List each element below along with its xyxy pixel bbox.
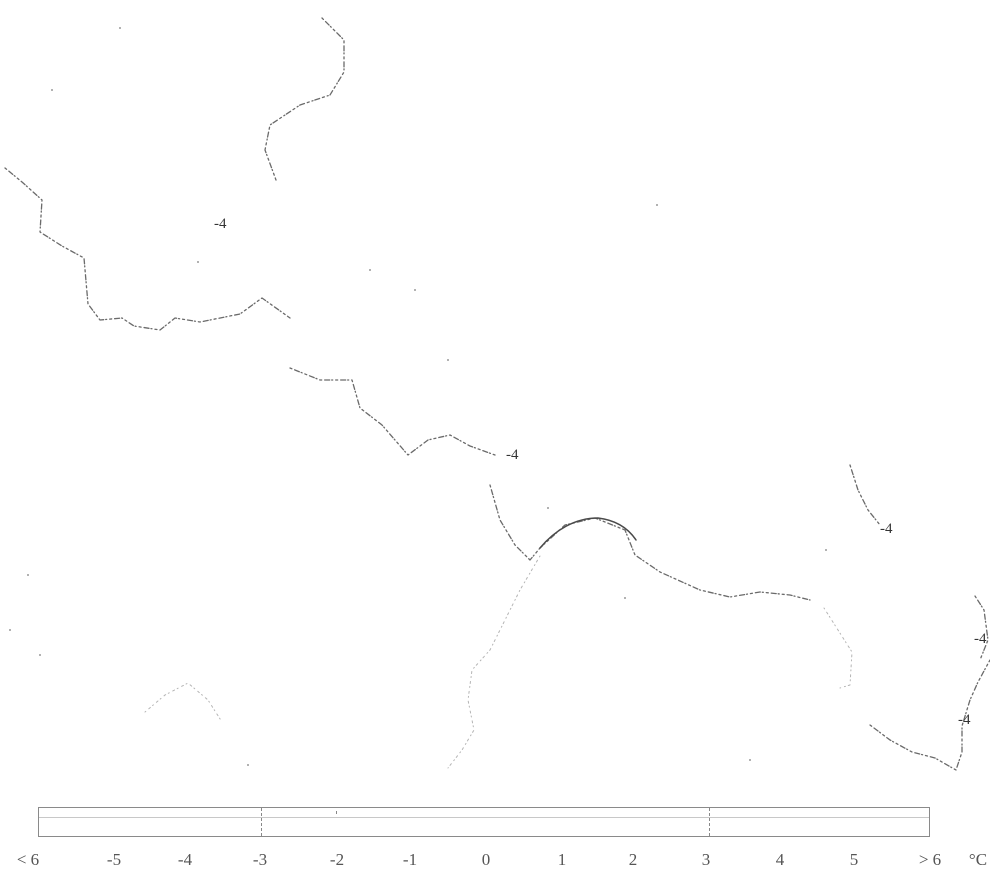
contour-line-right-upper: [849, 464, 881, 526]
color-scale-divider: [336, 811, 337, 814]
scale-tick: -5: [106, 850, 122, 869]
scale-tick: -3: [252, 850, 268, 869]
contour-line-top: [264, 17, 345, 181]
map-noise-specks: [9, 27, 827, 766]
scale-tick: 0: [481, 850, 491, 869]
contour-line-lower: [447, 555, 541, 769]
scale-tick: 2: [628, 850, 638, 869]
contour-line-right-middle: [823, 607, 853, 689]
contour-line-right-edge: [974, 595, 989, 661]
scale-tick: -4: [177, 850, 193, 869]
contour-line-ridge: [539, 517, 637, 549]
color-scale-divider: [261, 808, 262, 836]
scale-tick: < 6: [16, 850, 40, 869]
scale-tick: -1: [402, 850, 418, 869]
scale-tick: 3: [701, 850, 711, 869]
contour-line-central-right: [489, 484, 811, 601]
contour-label: -4: [214, 216, 227, 232]
scale-tick: 1: [557, 850, 567, 869]
scale-tick: > 6: [918, 850, 942, 869]
contour-line-upper-left: [4, 167, 291, 331]
color-scale-ticks: < 6 -5 -4 -3 -2 -1 0 1 2 3 4 5 > 6 °C: [0, 850, 990, 874]
scale-unit: °C: [968, 850, 988, 869]
scale-tick: 5: [849, 850, 859, 869]
color-scale-divider: [709, 808, 710, 836]
color-scale-midline: [39, 817, 929, 818]
scale-tick: 4: [775, 850, 785, 869]
contour-label: -4: [880, 521, 893, 537]
color-scale-bar: [38, 807, 930, 837]
contour-label: -4: [506, 447, 519, 463]
scale-tick: -2: [329, 850, 345, 869]
contour-line-lower-left: [144, 682, 223, 723]
contour-line-right-lower: [869, 659, 990, 771]
contour-label: -4: [958, 712, 971, 728]
contour-line-central: [289, 367, 496, 456]
contour-label: -4: [974, 631, 987, 647]
